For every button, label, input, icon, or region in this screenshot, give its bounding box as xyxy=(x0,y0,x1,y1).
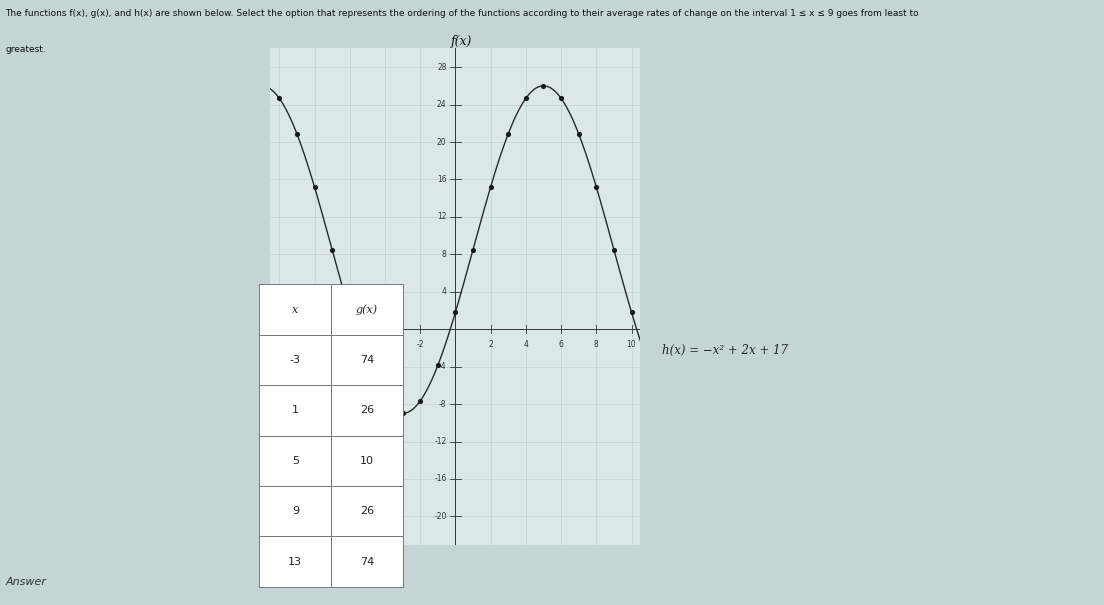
Text: -20: -20 xyxy=(434,512,447,521)
FancyBboxPatch shape xyxy=(331,284,403,335)
Text: 2: 2 xyxy=(488,341,493,350)
Point xyxy=(499,129,517,139)
Text: 13: 13 xyxy=(288,557,302,567)
Text: 8: 8 xyxy=(442,250,447,259)
Text: 24: 24 xyxy=(437,100,447,109)
Text: 9: 9 xyxy=(291,506,299,516)
Point xyxy=(376,396,394,406)
Text: g(x): g(x) xyxy=(355,304,379,315)
FancyBboxPatch shape xyxy=(259,486,331,537)
Text: -4: -4 xyxy=(439,362,447,371)
Point xyxy=(446,307,465,317)
FancyBboxPatch shape xyxy=(259,335,331,385)
Point xyxy=(552,93,570,103)
FancyBboxPatch shape xyxy=(259,537,331,587)
Text: 1: 1 xyxy=(291,405,299,416)
Point xyxy=(270,93,288,103)
Point xyxy=(534,81,552,91)
Text: -16: -16 xyxy=(434,474,447,483)
Text: 10: 10 xyxy=(627,341,636,350)
Text: x: x xyxy=(293,304,298,315)
Text: 10: 10 xyxy=(360,456,374,466)
Text: greatest.: greatest. xyxy=(6,45,46,54)
Text: 16: 16 xyxy=(437,175,447,184)
Point xyxy=(481,182,499,192)
Text: -12: -12 xyxy=(434,437,447,446)
Text: 26: 26 xyxy=(360,405,374,416)
Point xyxy=(429,361,447,370)
Point xyxy=(323,245,341,255)
Text: -2: -2 xyxy=(416,341,424,350)
Text: f(x): f(x) xyxy=(450,36,473,48)
Point xyxy=(605,245,623,255)
Text: Answer: Answer xyxy=(6,577,46,587)
Text: 74: 74 xyxy=(360,557,374,567)
Text: 12: 12 xyxy=(437,212,447,221)
Text: 26: 26 xyxy=(360,506,374,516)
Text: -10: -10 xyxy=(273,341,286,350)
Text: -3: -3 xyxy=(290,355,300,365)
Point xyxy=(517,93,534,103)
Point xyxy=(570,129,587,139)
FancyBboxPatch shape xyxy=(331,335,403,385)
Point xyxy=(464,245,481,255)
Text: 4: 4 xyxy=(442,287,447,296)
Point xyxy=(587,182,605,192)
Text: 8: 8 xyxy=(594,341,598,350)
Point xyxy=(394,408,412,418)
Text: -4: -4 xyxy=(381,341,389,350)
Text: -6: -6 xyxy=(346,341,353,350)
FancyBboxPatch shape xyxy=(259,284,331,335)
Text: 28: 28 xyxy=(437,63,447,71)
Text: h(x) = −x² + 2x + 17: h(x) = −x² + 2x + 17 xyxy=(662,344,788,358)
Point xyxy=(288,129,306,139)
Text: -8: -8 xyxy=(439,399,447,408)
FancyBboxPatch shape xyxy=(259,436,331,486)
Point xyxy=(359,361,376,370)
FancyBboxPatch shape xyxy=(331,486,403,537)
Text: 74: 74 xyxy=(360,355,374,365)
Text: 4: 4 xyxy=(523,341,529,350)
Text: 6: 6 xyxy=(559,341,563,350)
FancyBboxPatch shape xyxy=(331,436,403,486)
FancyBboxPatch shape xyxy=(331,537,403,587)
Point xyxy=(412,396,429,406)
Text: -8: -8 xyxy=(310,341,318,350)
Point xyxy=(341,307,359,317)
Point xyxy=(306,182,323,192)
FancyBboxPatch shape xyxy=(259,385,331,436)
Text: 20: 20 xyxy=(437,137,447,146)
FancyBboxPatch shape xyxy=(331,385,403,436)
Text: The functions f(x), g(x), and h(x) are shown below. Select the option that repre: The functions f(x), g(x), and h(x) are s… xyxy=(6,9,920,18)
Text: 5: 5 xyxy=(291,456,299,466)
Point xyxy=(623,307,640,317)
